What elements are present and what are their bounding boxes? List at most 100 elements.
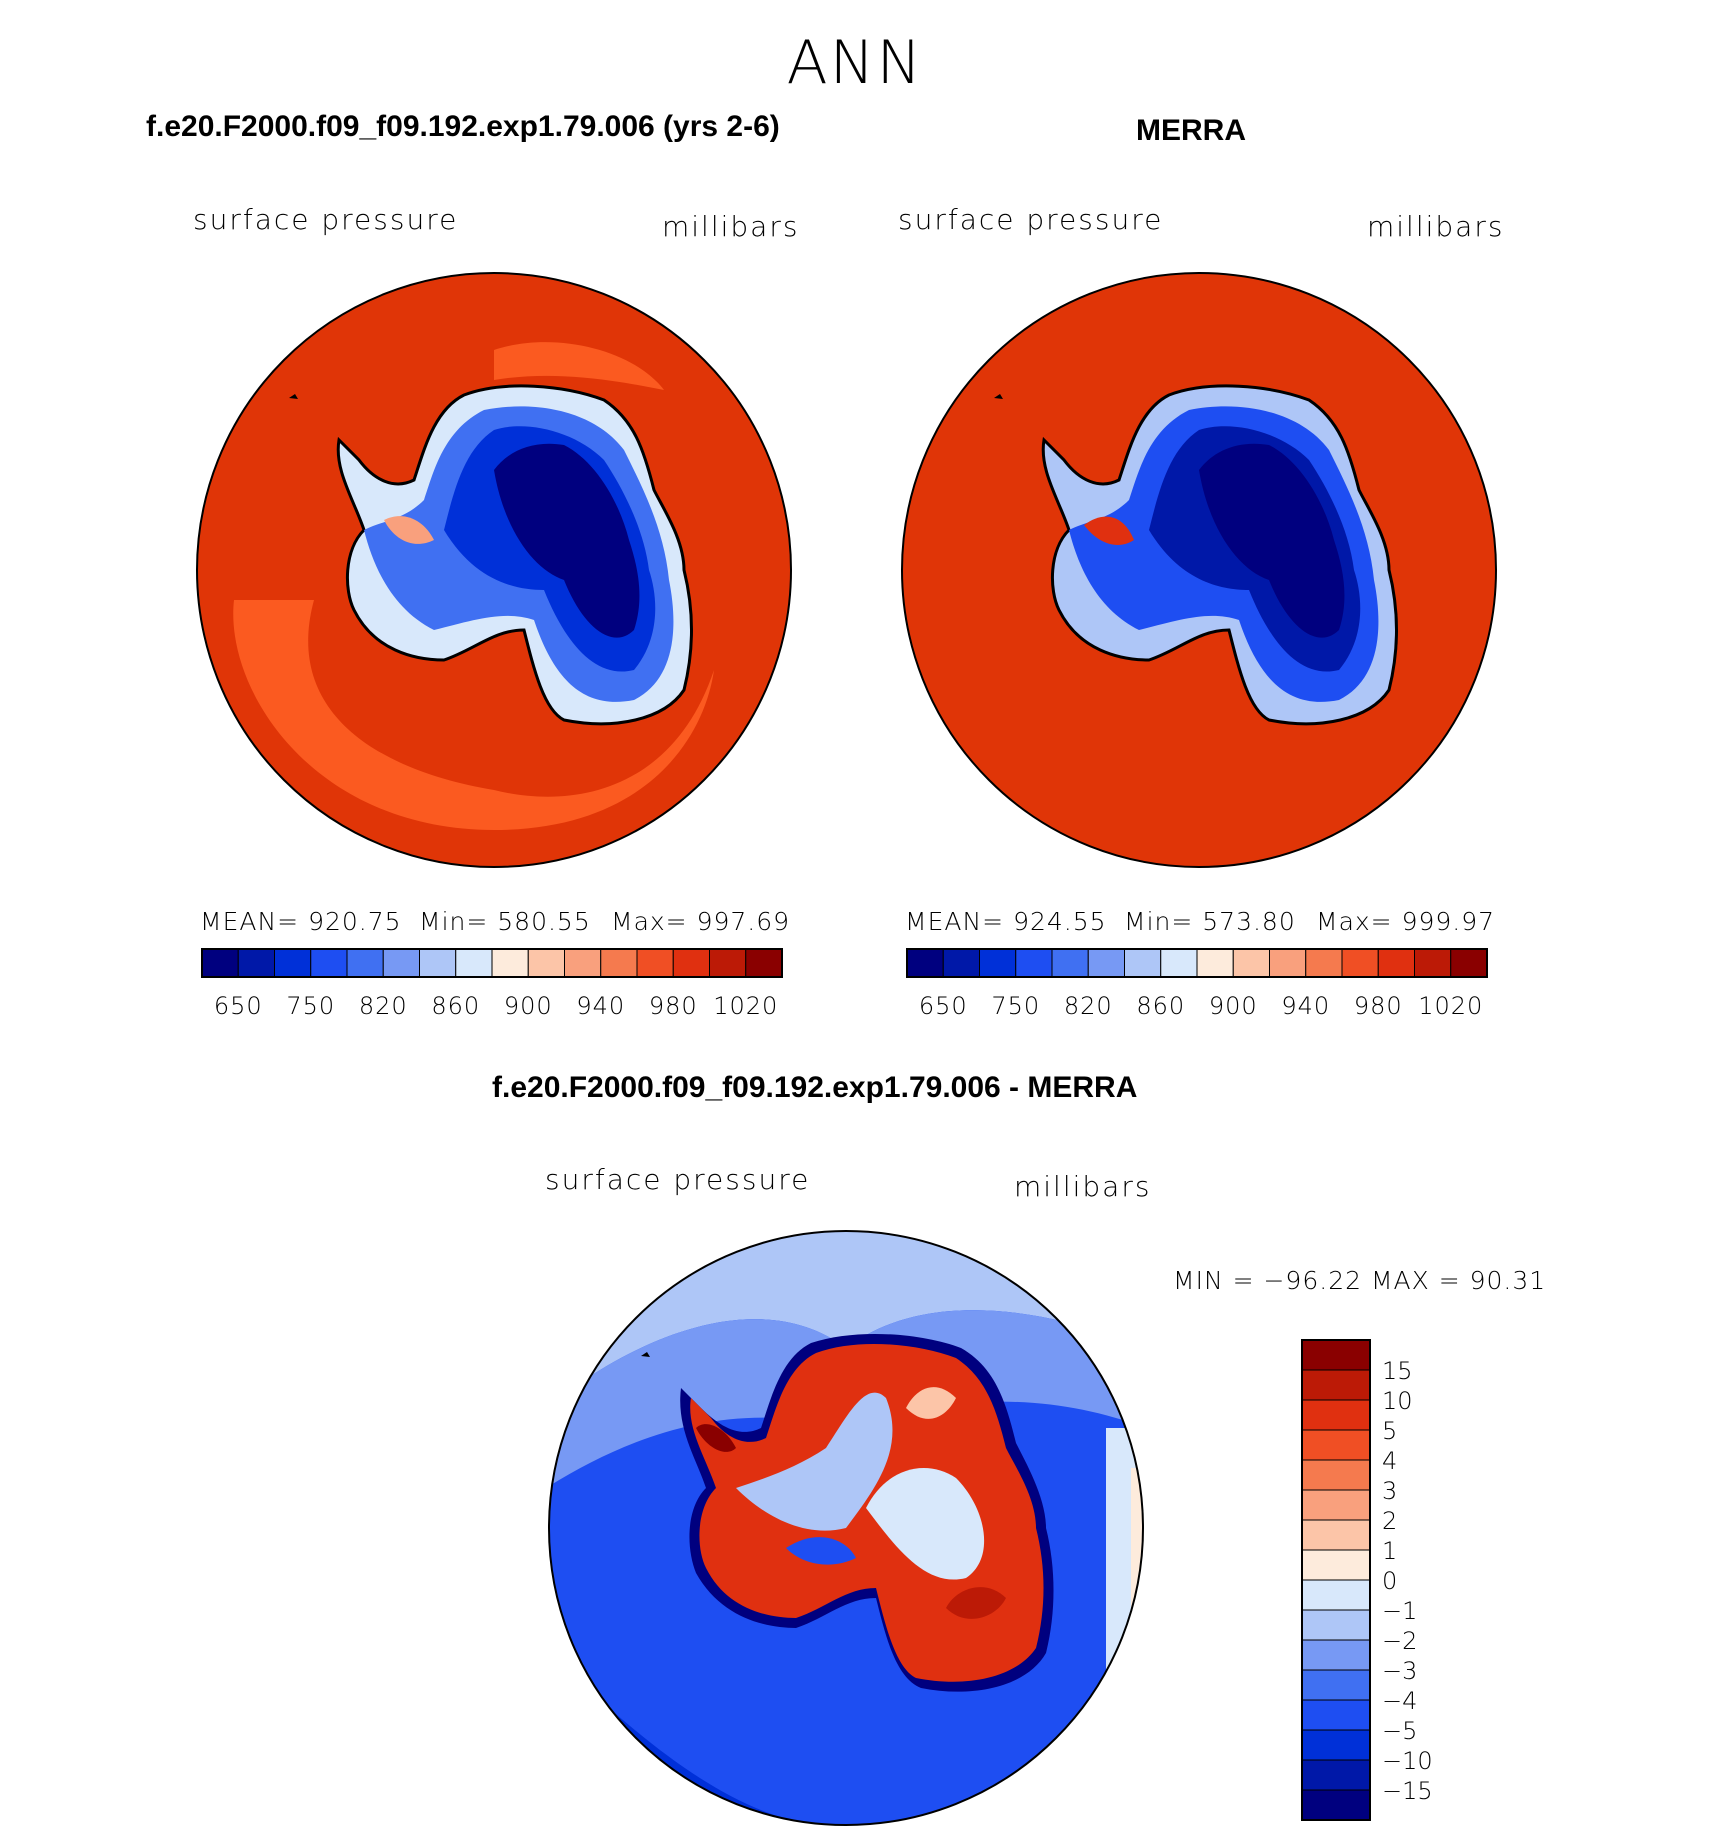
panel-3-colorbar-swatch	[1301, 1699, 1371, 1731]
panel-1-colorbar-swatch	[274, 948, 312, 978]
panel-3-ocean-east-light	[1106, 1428, 1143, 1728]
panel-2-left-label: surface pressure	[898, 203, 1164, 236]
panel-1-min: Min= 580.55	[419, 907, 591, 936]
panel-1-colorbar-tick-label: 980	[649, 992, 698, 1020]
panel-3-colorbar-swatch	[1301, 1519, 1371, 1551]
panel-2-colorbar-tick-label: 900	[1209, 992, 1258, 1020]
panel-1-mean: MEAN= 920.75	[200, 907, 402, 936]
panel-1-left-label: surface pressure	[193, 203, 459, 236]
panel-3-colorbar-tick-label: 4	[1382, 1447, 1397, 1475]
panel-3-title: f.e20.F2000.f09_f09.192.exp1.79.006 - ME…	[492, 1071, 1138, 1104]
panel-2-colorbar-swatch	[1377, 948, 1415, 978]
panel-3-colorbar-swatch	[1301, 1789, 1371, 1821]
panel-2-colorbar-swatch	[979, 948, 1017, 978]
panel-1-ocean-anomaly	[233, 600, 714, 830]
panel-2-mean: MEAN= 924.55	[905, 907, 1107, 936]
panel-3-colorbar-tick-label: 10	[1382, 1387, 1413, 1415]
panel-2-colorbar-swatch	[1051, 948, 1089, 978]
panel-1-antarctica	[336, 384, 693, 726]
panel-1-max: Max= 997.69	[611, 907, 791, 936]
panel-2-colorbar-tick-label: 940	[1281, 992, 1330, 1020]
panel-3-colorbar-swatch	[1301, 1729, 1371, 1761]
panel-1-colorbar-swatch	[310, 948, 348, 978]
panel-1-colorbar-swatch	[455, 948, 493, 978]
panel-1-colorbar-swatch	[600, 948, 638, 978]
panel-3-colorbar-tick-label: −10	[1382, 1747, 1433, 1775]
panel-3-colorbar-swatch	[1301, 1579, 1371, 1611]
panel-3-ocean-light	[549, 1231, 1143, 1408]
panel-2-colorbar: 650 750 820 860 900 940 980 1020	[906, 948, 1488, 1020]
panel-3-colorbar-swatch	[1301, 1669, 1371, 1701]
panel-2-colorbar-swatch	[1124, 948, 1162, 978]
panel-1-ocean-anomaly-north	[494, 342, 664, 390]
panel-1-colorbar-swatch	[491, 948, 529, 978]
panel-2-colorbar-tick-label: 650	[919, 992, 968, 1020]
panel-1-island	[289, 394, 298, 399]
panel-3-colorbar-swatch	[1301, 1369, 1371, 1401]
panel-2-polar-map	[901, 272, 1497, 868]
panel-3-colorbar-tick-label: −5	[1382, 1717, 1417, 1745]
panel-3-colorbar-tick-label: 15	[1382, 1357, 1413, 1385]
panel-2-right-label: millibars	[1367, 210, 1505, 243]
panel-2-colorbar-tick-label: 860	[1136, 992, 1185, 1020]
panel-1-colorbar-swatch	[201, 948, 239, 978]
panel-3-colorbar-tick-label: 1	[1382, 1537, 1397, 1565]
panel-3-colorbar-tick-label: −4	[1382, 1687, 1417, 1715]
panel-1-colorbar-swatch	[672, 948, 710, 978]
panel-2-title: MERRA	[1136, 114, 1246, 147]
panel-2-colorbar-swatch	[1305, 948, 1343, 978]
panel-3-colorbar-swatch	[1301, 1399, 1371, 1431]
panel-2-colorbar-swatch	[1196, 948, 1234, 978]
panel-1-colorbar-swatch	[419, 948, 457, 978]
panel-3-colorbar-swatch	[1301, 1639, 1371, 1671]
panel-1-colorbar-swatch	[382, 948, 420, 978]
panel-3-colorbar-tick-label: 5	[1382, 1417, 1397, 1445]
panel-3-colorbar-swatch	[1301, 1609, 1371, 1641]
panel-2-colorbar-swatch	[1087, 948, 1125, 978]
panel-1-colorbar-tick-label: 940	[576, 992, 625, 1020]
panel-1-colorbar-tick-label: 750	[286, 992, 335, 1020]
panel-3-colorbar-swatch	[1301, 1459, 1371, 1491]
panel-1-colorbar-swatch	[346, 948, 384, 978]
panel-2-colorbar-swatch	[1160, 948, 1198, 978]
panel-3-colorbar-tick-label: 2	[1382, 1507, 1397, 1535]
panel-3-colorbar-tick-label: −1	[1382, 1597, 1417, 1625]
panel-3-colorbar-swatch	[1301, 1489, 1371, 1521]
panel-2-island	[994, 394, 1003, 399]
panel-1-colorbar-tick-label: 820	[359, 992, 408, 1020]
panel-3-right-label: millibars	[1014, 1170, 1152, 1203]
panel-1-colorbar-swatch	[745, 948, 783, 978]
panel-1-colorbar-swatch	[527, 948, 565, 978]
panel-2-colorbar-tick-label: 750	[991, 992, 1040, 1020]
panel-2-colorbar-tick-label: 820	[1064, 992, 1113, 1020]
panel-1-colorbar-swatch	[636, 948, 674, 978]
panel-2-colorbar-swatch	[1232, 948, 1270, 978]
panel-1-right-label: millibars	[662, 210, 800, 243]
panel-2-colorbar-swatch	[906, 948, 944, 978]
panel-3-colorbar-tick-label: 0	[1382, 1567, 1397, 1595]
panel-2-colorbar-swatch	[1015, 948, 1053, 978]
panel-3-colorbar-swatch	[1301, 1759, 1371, 1791]
panel-3-left-label: surface pressure	[545, 1163, 811, 1196]
panel-3-island	[641, 1352, 650, 1357]
panel-2-max: Max= 999.97	[1316, 907, 1496, 936]
panel-3-colorbar-tick-label: −3	[1382, 1657, 1417, 1685]
panel-2-colorbar-swatch	[1341, 948, 1379, 978]
panel-3-minmax: MIN = −96.22 MAX = 90.31	[1173, 1266, 1547, 1295]
panel-3-colorbar-swatch	[1301, 1339, 1371, 1371]
panel-1-colorbar-swatch	[709, 948, 747, 978]
panel-1-colorbar-tick-label: 650	[214, 992, 263, 1020]
panel-1-polar-map	[196, 272, 792, 868]
panel-3-colorbar-tick-label: −15	[1382, 1777, 1433, 1805]
panel-2-antarctica	[1041, 384, 1398, 726]
panel-1-colorbar-swatch	[237, 948, 275, 978]
panel-1-title: f.e20.F2000.f09_f09.192.exp1.79.006 (yrs…	[146, 110, 780, 143]
panel-2-colorbar-swatch	[942, 948, 980, 978]
panel-3-polar-map	[548, 1230, 1144, 1826]
panel-3-antarctica	[680, 1333, 1054, 1692]
panel-3-ocean-south	[549, 1648, 1143, 1825]
panel-1-colorbar: 650 750 820 860 900 940 980 1020	[201, 948, 783, 1020]
panel-3-colorbar-tick-label: 3	[1382, 1477, 1397, 1505]
panel-3-colorbar-swatch	[1301, 1549, 1371, 1581]
